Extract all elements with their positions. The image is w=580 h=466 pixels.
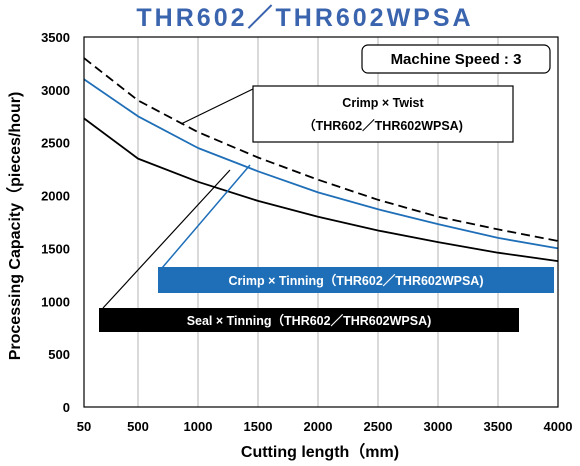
- x-tick-label: 4000: [544, 419, 573, 434]
- leader-crimp-twist: [180, 87, 256, 125]
- x-tick-label: 3500: [484, 419, 513, 434]
- annotation-crimp-twist-line2: （THR602／THR602WPSA): [303, 118, 463, 133]
- annotation-leaders: [102, 87, 256, 309]
- x-tick-label: 3000: [424, 419, 453, 434]
- series-layer: [83, 57, 559, 262]
- annotation-crimp-tinning: Crimp × Tinning（THR602／THR602WPSA): [158, 267, 554, 293]
- y-tick-labels: 0 500 1000 1500 2000 2500 3000 3500: [41, 30, 70, 415]
- y-tick-label: 2000: [41, 189, 70, 204]
- y-tick-label: 3000: [41, 83, 70, 98]
- x-tick-label: 2000: [304, 419, 333, 434]
- leader-seal-tinning: [102, 169, 231, 309]
- x-tick-label: 50: [77, 419, 91, 434]
- x-axis-label: Cutting length（mm): [241, 443, 399, 461]
- x-tick-labels: 50 500 1000 1500 2000 2500 3000 3500 4000: [77, 419, 573, 434]
- series-line-1: [83, 78, 559, 250]
- y-tick-label: 0: [63, 400, 70, 415]
- annotation-seal-tinning: Seal × Tinning（THR602／THR602WPSA): [99, 308, 519, 332]
- annotation-seal-tinning-label: Seal × Tinning（THR602／THR602WPSA): [187, 313, 432, 328]
- y-tick-label: 2500: [41, 136, 70, 151]
- x-tick-label: 2500: [364, 419, 393, 434]
- series-line-2: [83, 117, 559, 262]
- y-tick-label: 1000: [41, 294, 70, 309]
- chart-title: THR602／THR602WPSA: [136, 4, 473, 32]
- annotation-crimp-twist-line1: Crimp × Twist: [342, 96, 424, 110]
- machine-speed-label: Machine Speed : 3: [391, 51, 522, 68]
- series-line-0: [83, 57, 559, 242]
- x-tick-label: 1500: [244, 419, 273, 434]
- plot-frame: [83, 36, 559, 408]
- annotation-crimp-twist: Crimp × Twist （THR602／THR602WPSA): [252, 85, 514, 143]
- annotation-crimp-tinning-label: Crimp × Tinning（THR602／THR602WPSA): [228, 273, 483, 288]
- y-tick-label: 3500: [41, 30, 70, 45]
- x-tick-label: 1000: [184, 419, 213, 434]
- leader-crimp-tinning: [161, 164, 251, 269]
- y-tick-label: 1500: [41, 241, 70, 256]
- y-tick-label: 500: [48, 347, 70, 362]
- y-axis-label: Processing Capacity（pieces/hour): [6, 92, 24, 361]
- machine-speed-box: Machine Speed : 3: [361, 44, 551, 74]
- x-tick-label: 500: [127, 419, 149, 434]
